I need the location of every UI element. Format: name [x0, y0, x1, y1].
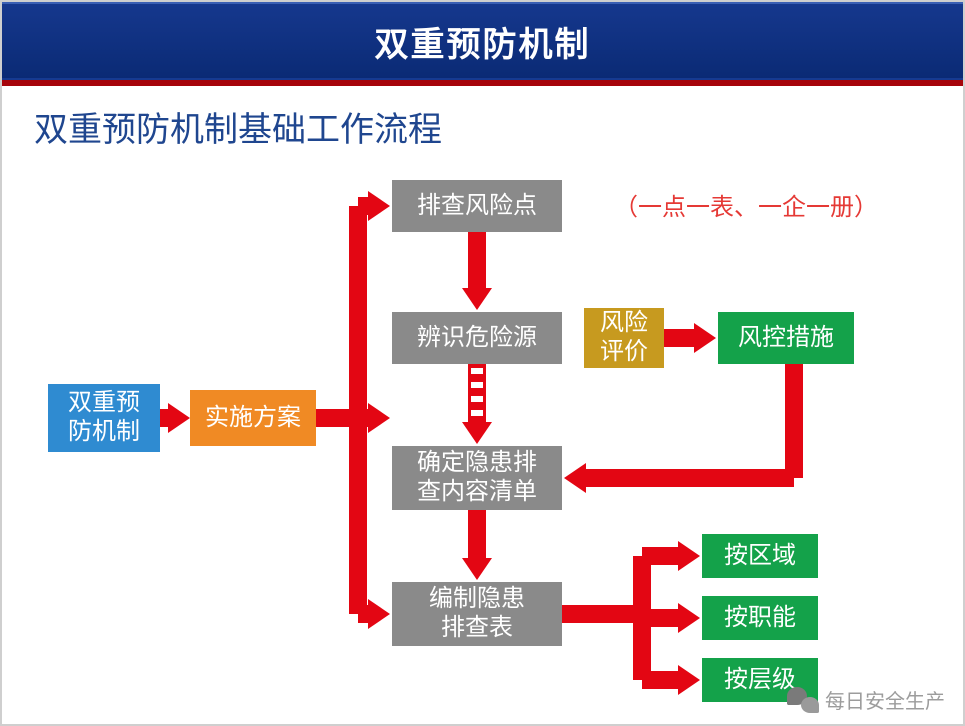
node-n4: 编制隐患 排查表 — [392, 582, 562, 646]
wechat-icon — [787, 687, 819, 713]
page: 双重预防机制 双重预防机制基础工作流程 （一点一表、一企一册） 双重预 防机制实… — [0, 0, 965, 726]
node-start: 双重预 防机制 — [48, 384, 160, 452]
node-by_func: 按职能 — [702, 596, 818, 640]
watermark-text: 每日安全生产 — [825, 685, 945, 714]
node-risk_eval: 风险 评价 — [584, 308, 664, 368]
node-risk_ctl: 风控措施 — [718, 312, 854, 364]
nodes-layer: 双重预 防机制实施方案 排查风险点辨识危险源确定隐患排 查内容清单编制隐患 排查表… — [2, 2, 965, 726]
node-n1: 排查风险点 — [392, 180, 562, 232]
watermark: 每日安全生产 — [787, 685, 945, 714]
node-by_area: 按区域 — [702, 534, 818, 578]
node-plan: 实施方案 — [190, 390, 316, 446]
node-n3: 确定隐患排 查内容清单 — [392, 446, 562, 510]
node-n2: 辨识危险源 — [392, 312, 562, 364]
